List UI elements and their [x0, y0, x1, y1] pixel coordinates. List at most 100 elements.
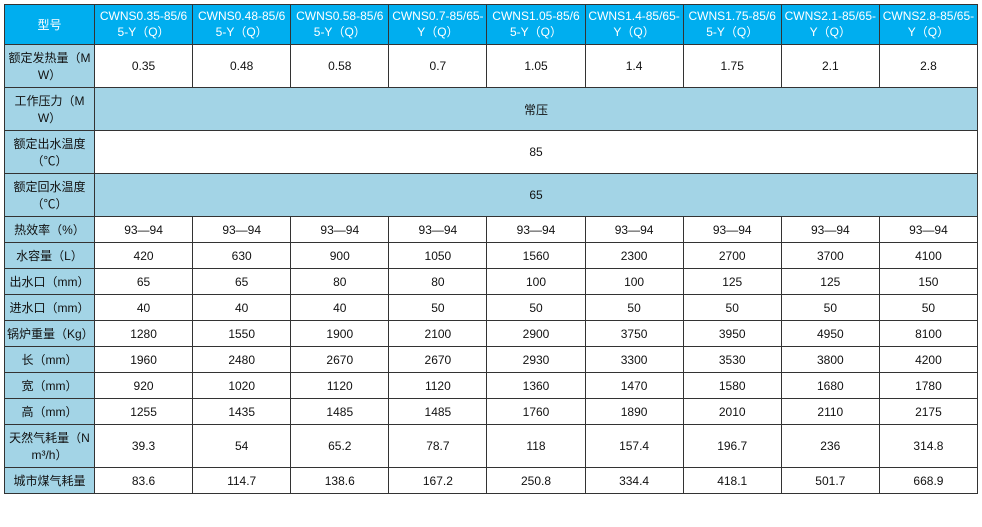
cell: 1.05 — [487, 45, 585, 88]
cell: 125 — [781, 269, 879, 295]
cell: 2700 — [683, 243, 781, 269]
row-label-11: 高（mm） — [5, 399, 95, 425]
cell: 93—94 — [487, 217, 585, 243]
cell: 1.75 — [683, 45, 781, 88]
cell: 83.6 — [95, 468, 193, 494]
row-label-0: 额定发热量（MW） — [5, 45, 95, 88]
cell: 93—94 — [879, 217, 977, 243]
cell: 1560 — [487, 243, 585, 269]
cell: 3530 — [683, 347, 781, 373]
row-label-8: 锅炉重量（Kg） — [5, 321, 95, 347]
cell: 50 — [879, 295, 977, 321]
row-label-12: 天然气耗量（Nm³/h） — [5, 425, 95, 468]
table-row: 长（mm）19602480267026702930330035303800420… — [5, 347, 978, 373]
cell: 668.9 — [879, 468, 977, 494]
header-model-6: CWNS1.75-85/65-Y（Q） — [683, 5, 781, 45]
cell: 118 — [487, 425, 585, 468]
row-span-2: 85 — [95, 131, 978, 174]
row-label-5: 水容量（L） — [5, 243, 95, 269]
cell: 138.6 — [291, 468, 389, 494]
table-row: 进水口（mm）404040505050505050 — [5, 295, 978, 321]
cell: 0.48 — [193, 45, 291, 88]
cell: 100 — [585, 269, 683, 295]
cell: 2.1 — [781, 45, 879, 88]
cell: 80 — [389, 269, 487, 295]
cell: 93—94 — [683, 217, 781, 243]
cell: 1050 — [389, 243, 487, 269]
cell: 1780 — [879, 373, 977, 399]
row-label-3: 额定回水温度（℃） — [5, 174, 95, 217]
cell: 0.35 — [95, 45, 193, 88]
cell: 1580 — [683, 373, 781, 399]
cell: 1255 — [95, 399, 193, 425]
cell: 40 — [193, 295, 291, 321]
header-model-1: CWNS0.48-85/65-Y（Q） — [193, 5, 291, 45]
row-span-1: 常压 — [95, 88, 978, 131]
cell: 40 — [291, 295, 389, 321]
cell: 80 — [291, 269, 389, 295]
cell: 1120 — [389, 373, 487, 399]
cell: 2670 — [291, 347, 389, 373]
header-model-8: CWNS2.8-85/65-Y（Q） — [879, 5, 977, 45]
cell: 1280 — [95, 321, 193, 347]
cell: 1900 — [291, 321, 389, 347]
cell: 630 — [193, 243, 291, 269]
cell: 3300 — [585, 347, 683, 373]
cell: 2175 — [879, 399, 977, 425]
cell: 4950 — [781, 321, 879, 347]
cell: 334.4 — [585, 468, 683, 494]
cell: 54 — [193, 425, 291, 468]
cell: 2110 — [781, 399, 879, 425]
cell: 78.7 — [389, 425, 487, 468]
row-span-3: 65 — [95, 174, 978, 217]
cell: 93—94 — [389, 217, 487, 243]
cell: 1485 — [389, 399, 487, 425]
cell: 157.4 — [585, 425, 683, 468]
cell: 50 — [781, 295, 879, 321]
header-model-4: CWNS1.05-85/65-Y（Q） — [487, 5, 585, 45]
cell: 50 — [487, 295, 585, 321]
cell: 3750 — [585, 321, 683, 347]
header-model-5: CWNS1.4-85/65-Y（Q） — [585, 5, 683, 45]
row-label-4: 热效率（%） — [5, 217, 95, 243]
cell: 8100 — [879, 321, 977, 347]
table-row: 宽（mm）92010201120112013601470158016801780 — [5, 373, 978, 399]
table-row: 额定发热量（MW）0.350.480.580.71.051.41.752.12.… — [5, 45, 978, 88]
row-label-9: 长（mm） — [5, 347, 95, 373]
cell: 501.7 — [781, 468, 879, 494]
cell: 2.8 — [879, 45, 977, 88]
cell: 0.58 — [291, 45, 389, 88]
cell: 196.7 — [683, 425, 781, 468]
cell: 420 — [95, 243, 193, 269]
row-label-7: 进水口（mm） — [5, 295, 95, 321]
cell: 93—94 — [585, 217, 683, 243]
cell: 1960 — [95, 347, 193, 373]
table-row: 出水口（mm）65658080100100125125150 — [5, 269, 978, 295]
cell: 50 — [389, 295, 487, 321]
cell: 1435 — [193, 399, 291, 425]
cell: 1680 — [781, 373, 879, 399]
table-row: 额定出水温度（℃）85 — [5, 131, 978, 174]
cell: 2930 — [487, 347, 585, 373]
row-label-13: 城市煤气耗量 — [5, 468, 95, 494]
cell: 2010 — [683, 399, 781, 425]
cell: 167.2 — [389, 468, 487, 494]
row-label-6: 出水口（mm） — [5, 269, 95, 295]
cell: 2300 — [585, 243, 683, 269]
boiler-spec-table: 型号CWNS0.35-85/65-Y（Q）CWNS0.48-85/65-Y（Q）… — [4, 4, 978, 494]
header-model-label: 型号 — [5, 5, 95, 45]
cell: 1360 — [487, 373, 585, 399]
cell: 40 — [95, 295, 193, 321]
cell: 3950 — [683, 321, 781, 347]
cell: 65.2 — [291, 425, 389, 468]
cell: 900 — [291, 243, 389, 269]
row-label-1: 工作压力（MW） — [5, 88, 95, 131]
table-row: 锅炉重量（Kg）12801550190021002900375039504950… — [5, 321, 978, 347]
cell: 1760 — [487, 399, 585, 425]
cell: 100 — [487, 269, 585, 295]
cell: 2900 — [487, 321, 585, 347]
cell: 2100 — [389, 321, 487, 347]
cell: 2670 — [389, 347, 487, 373]
cell: 39.3 — [95, 425, 193, 468]
table-row: 高（mm）12551435148514851760189020102110217… — [5, 399, 978, 425]
